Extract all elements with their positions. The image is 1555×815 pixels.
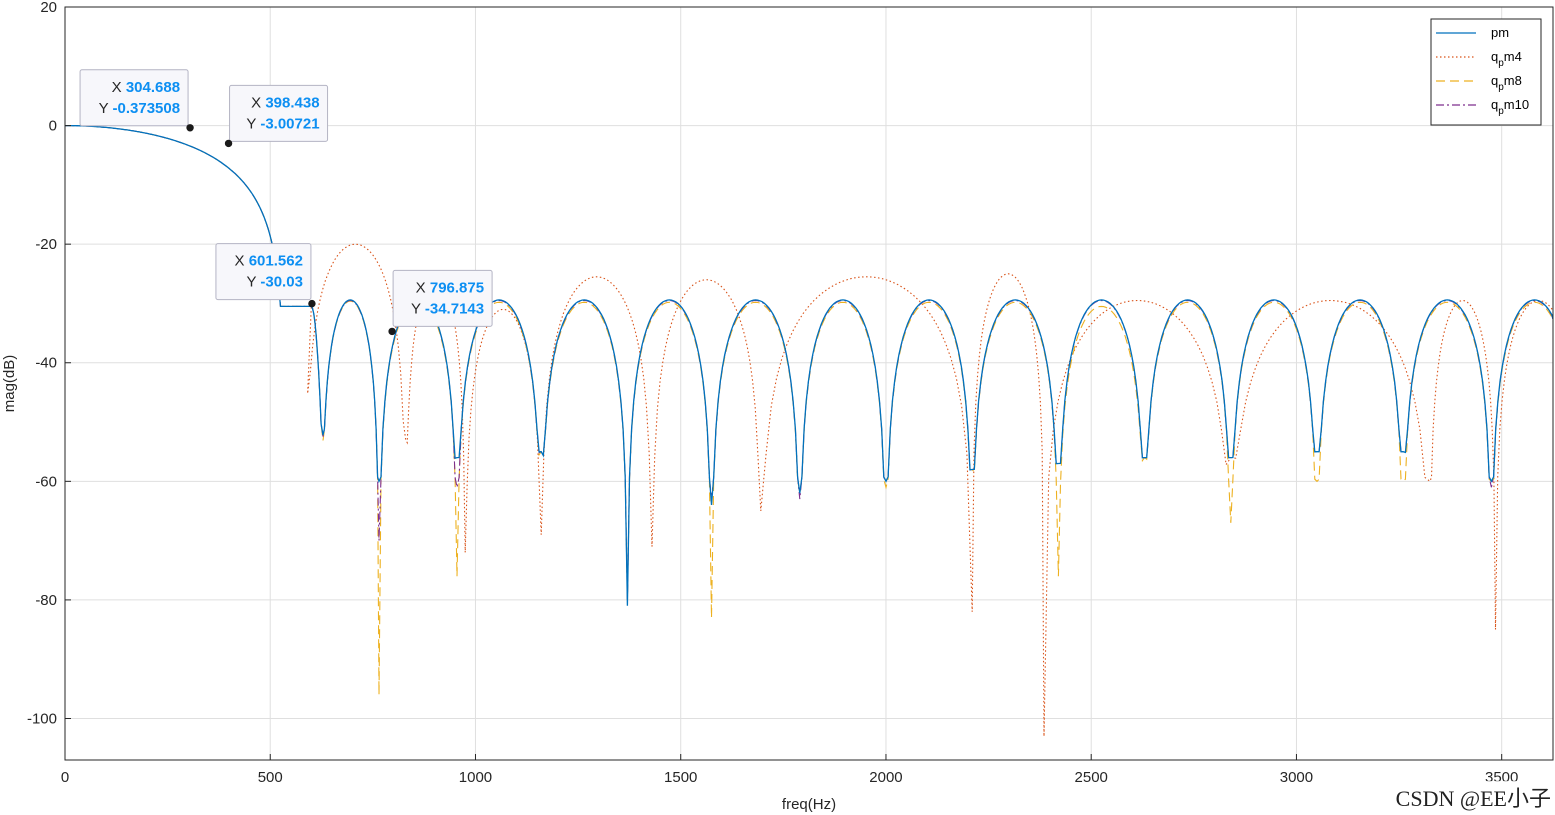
y-tick-label: 0 [49, 118, 57, 135]
x-axis-label: freq(Hz) [782, 796, 836, 813]
datatip-y: Y -3.00721 [246, 115, 319, 132]
datatip-x: X 601.562 [235, 253, 303, 270]
datatip[interactable]: X 796.875 Y -34.7143 [388, 269, 493, 336]
series-line-pm [65, 124, 1554, 606]
series-line-q_pm4 [65, 125, 1554, 737]
datatip-box [392, 269, 493, 327]
y-tick-label: 20 [40, 0, 57, 16]
series-line-q_pm8 [65, 125, 1554, 695]
y-tick-label: -80 [35, 592, 57, 609]
x-tick-label: 1500 [664, 769, 697, 786]
x-tick-label: 2000 [869, 769, 902, 786]
x-tick-label: 2500 [1075, 769, 1108, 786]
legend-label: pm [1491, 25, 1509, 40]
datatip-y: Y -0.373508 [99, 100, 180, 117]
legend-label: qpm8 [1491, 73, 1522, 93]
datatip-marker[interactable] [224, 139, 233, 148]
series-layer [65, 124, 1554, 737]
datatip[interactable]: X 601.562 Y -30.03 [215, 243, 316, 308]
datatip-y: Y -34.7143 [411, 300, 484, 317]
y-tick-label: -60 [35, 473, 57, 490]
y-tick-label: -40 [35, 355, 57, 372]
x-tick-label: 500 [258, 769, 283, 786]
ticks: 0 500 1000 1500 2000 2500 3000 3500200-20-40-60… [27, 0, 1518, 786]
x-tick-label: 1000 [459, 769, 492, 786]
datatip-marker[interactable] [388, 327, 396, 336]
datatip-x: X 796.875 [416, 279, 484, 296]
datatip-marker[interactable] [186, 124, 194, 132]
axes-box [64, 6, 1554, 761]
y-axis-label: mag(dB) [1, 355, 18, 413]
y-tick-label: -20 [35, 236, 57, 253]
legend: pm qpm4 qpm8 qpm10 [1430, 18, 1542, 126]
legend-label: qpm4 [1491, 49, 1522, 69]
datatip-marker[interactable] [308, 299, 316, 308]
datatip-x: X 398.438 [251, 94, 319, 111]
x-tick-label: 3000 [1280, 769, 1313, 786]
datatip-x: X 304.688 [112, 79, 180, 96]
datatip[interactable]: X 398.438 Y -3.00721 [224, 84, 329, 148]
datatip-y: Y -30.03 [246, 274, 302, 291]
datatip-box [79, 69, 189, 127]
datatip[interactable]: X 304.688 Y -0.373508 [79, 69, 194, 132]
legend-box [1430, 18, 1542, 126]
watermark: CSDN @EE小子 [1395, 781, 1551, 813]
legend-label: qpm10 [1491, 97, 1529, 117]
y-tick-label: -100 [27, 710, 57, 727]
x-tick-label: 0 [61, 769, 69, 786]
datatip-box [215, 243, 312, 301]
grid [64, 6, 1553, 760]
datatip-box [229, 84, 329, 142]
